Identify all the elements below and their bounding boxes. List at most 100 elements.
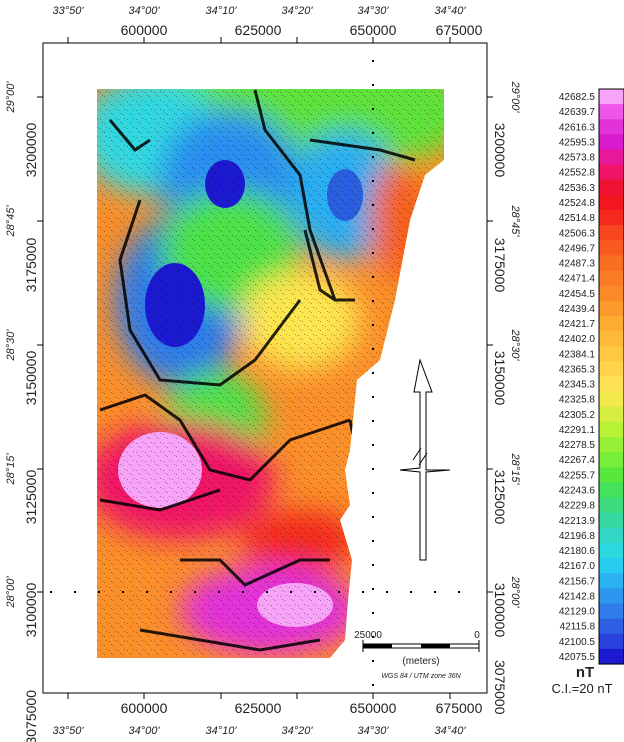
legend-unit: nT [576, 664, 594, 681]
left-degree-label: 28°15' [5, 453, 17, 486]
left-degree-label: 28°45' [5, 205, 17, 238]
legend-swatch [599, 315, 624, 332]
legend-value-label: 42278.5 [559, 440, 596, 451]
legend-value-label: 42454.5 [559, 289, 596, 300]
legend-contour-interval: C.I.=20 nT [551, 681, 612, 696]
bottom-utm-label: 650000 [350, 700, 397, 716]
legend-swatch [599, 331, 624, 347]
bottom-degree-label: 34°20' [282, 725, 314, 737]
legend-value-label: 42552.8 [559, 168, 596, 179]
color-legend: 42682.5 42639.7 42616.3 42595.3 42573.8 42552… [551, 88, 624, 696]
legend-swatch [599, 194, 624, 211]
legend-value-label: 42196.8 [559, 531, 596, 542]
right-degree-label: 28°15' [509, 453, 521, 486]
legend-value-label: 42595.3 [559, 137, 596, 148]
legend-value-label: 42573.8 [559, 153, 596, 164]
top-degree-label: 33°50' [53, 5, 85, 17]
bottom-degree-label: 34°10' [206, 725, 238, 737]
legend-value-label: 42365.3 [559, 364, 596, 375]
right-degree-labels: 29°00' 28°45' 28°30' 28°15' 28°00' [509, 81, 521, 609]
legend-value-label: 42496.7 [559, 243, 596, 254]
bottom-degree-label: 34°30' [358, 725, 390, 737]
legend-value-label: 42345.3 [559, 380, 596, 391]
left-utm-label: 3150000 [23, 351, 39, 406]
bottom-degree-label: 33°50' [53, 725, 85, 737]
legend-value-label: 42506.3 [559, 228, 596, 239]
legend-swatch [599, 437, 624, 453]
legend-value-label: 42421.7 [559, 319, 596, 330]
right-utm-label: 3075000 [492, 660, 508, 715]
legend-value-label: 42514.8 [559, 213, 596, 224]
right-degree-label: 29°00' [509, 81, 521, 114]
scale-units-label: (meters) [402, 656, 439, 667]
legend-swatch [599, 300, 624, 317]
legend-swatch [599, 421, 624, 438]
legend-swatch [599, 452, 624, 468]
bottom-utm-label: 675000 [436, 700, 483, 716]
left-utm-label: 3125000 [23, 470, 39, 525]
legend-swatch [599, 270, 624, 287]
right-degree-label: 28°30' [509, 329, 521, 362]
right-utm-labels: 3200000 3175000 3150000 3125000 3100000 … [492, 123, 508, 715]
legend-swatch [599, 406, 624, 423]
legend-value-label: 42255.7 [559, 470, 596, 481]
legend-value-label: 42682.5 [559, 92, 596, 103]
left-degree-labels: 29°00' 28°45' 28°30' 28°15' 28°00' [5, 81, 17, 609]
legend-swatch [599, 482, 624, 499]
legend-value-label: 42325.8 [559, 395, 596, 406]
bottom-degree-label: 34°40' [435, 725, 467, 737]
legend-swatch [599, 240, 624, 257]
legend-value-label: 42439.4 [559, 304, 596, 315]
legend-value-label: 42291.1 [559, 425, 596, 436]
legend-swatch [599, 618, 624, 635]
legend-swatch [599, 633, 624, 650]
legend-swatch [599, 648, 624, 665]
legend-value-label: 42524.8 [559, 198, 596, 209]
right-degree-label: 28°00' [509, 576, 521, 609]
legend-value-label: 42129.0 [559, 607, 596, 618]
legend-swatch [599, 542, 624, 559]
legend-swatch [599, 467, 624, 484]
legend-swatch [599, 210, 624, 226]
bottom-degree-labels: 33°50' 34°00' 34°10' 34°20' 34°30' 34°40… [53, 725, 467, 737]
legend-swatch [599, 603, 624, 620]
scale-right-label: 0 [474, 630, 480, 641]
right-utm-label: 3175000 [492, 238, 508, 293]
right-degree-label: 28°45' [509, 205, 521, 238]
legend-value-label: 42639.7 [559, 107, 596, 118]
north-arrow-icon [399, 358, 451, 561]
legend-swatches [598, 88, 624, 665]
left-utm-label: 3075000 [23, 690, 39, 742]
legend-frame [598, 88, 624, 665]
anomaly-field [97, 89, 444, 658]
legend-value-label: 42100.5 [559, 637, 596, 648]
legend-swatch [599, 512, 624, 529]
legend-swatch [599, 361, 624, 378]
legend-value-label: 42536.3 [559, 183, 596, 194]
legend-value-label: 42156.7 [559, 576, 596, 587]
scale-bar: 25000 0 (meters) WGS 84 / UTM zone 36N [354, 630, 480, 680]
right-utm-label: 3100000 [492, 583, 508, 638]
legend-value-label: 42402.0 [559, 334, 596, 345]
legend-value-label: 42142.8 [559, 591, 596, 602]
frame-ticks [37, 37, 493, 699]
projection-label: WGS 84 / UTM zone 36N [381, 673, 461, 680]
top-degree-label: 34°20' [282, 5, 314, 17]
legend-swatch [599, 164, 624, 181]
legend-swatch [599, 179, 624, 196]
legend-value-label: 42384.1 [559, 349, 596, 360]
legend-value-label: 42243.6 [559, 485, 596, 496]
top-utm-label: 600000 [121, 22, 168, 38]
legend-value-label: 42115.8 [560, 622, 596, 633]
top-degree-label: 34°30' [358, 5, 390, 17]
legend-swatch [599, 255, 624, 272]
legend-swatch [599, 558, 624, 574]
legend-value-label: 42167.0 [559, 561, 596, 572]
top-utm-labels: 600000 625000 650000 675000 [121, 22, 483, 38]
legend-value-label: 42267.4 [559, 455, 596, 466]
left-degree-label: 28°30' [5, 329, 17, 362]
legend-swatch [599, 104, 624, 120]
left-degree-label: 29°00' [5, 81, 17, 114]
legend-swatch [599, 134, 624, 151]
left-utm-label: 3200000 [23, 123, 39, 178]
